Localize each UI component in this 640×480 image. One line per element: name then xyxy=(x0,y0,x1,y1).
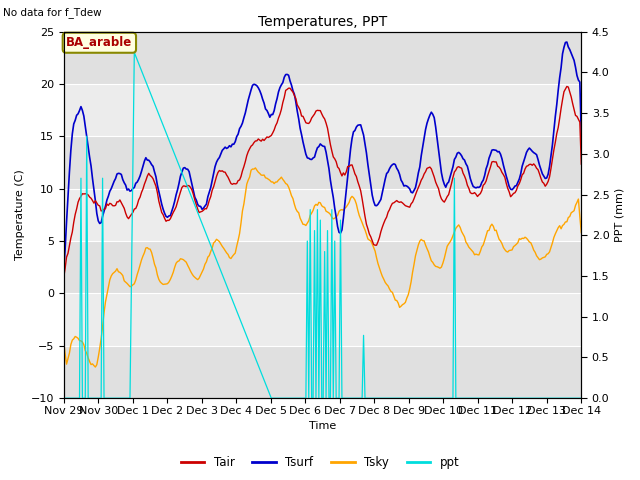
Y-axis label: PPT (mm): PPT (mm) xyxy=(615,188,625,242)
Bar xyxy=(63,136,581,189)
Text: BA_arable: BA_arable xyxy=(67,36,132,49)
Bar xyxy=(63,293,581,346)
Bar xyxy=(63,346,581,398)
Title: Temperatures, PPT: Temperatures, PPT xyxy=(258,15,387,29)
X-axis label: Time: Time xyxy=(309,421,336,432)
Legend: Tair, Tsurf, Tsky, ppt: Tair, Tsurf, Tsky, ppt xyxy=(176,452,464,474)
Bar xyxy=(63,32,581,84)
Y-axis label: Temperature (C): Temperature (C) xyxy=(15,169,25,260)
Bar xyxy=(63,189,581,241)
Text: No data for f_Tdew: No data for f_Tdew xyxy=(3,7,102,18)
Bar xyxy=(63,84,581,136)
Bar xyxy=(63,241,581,293)
